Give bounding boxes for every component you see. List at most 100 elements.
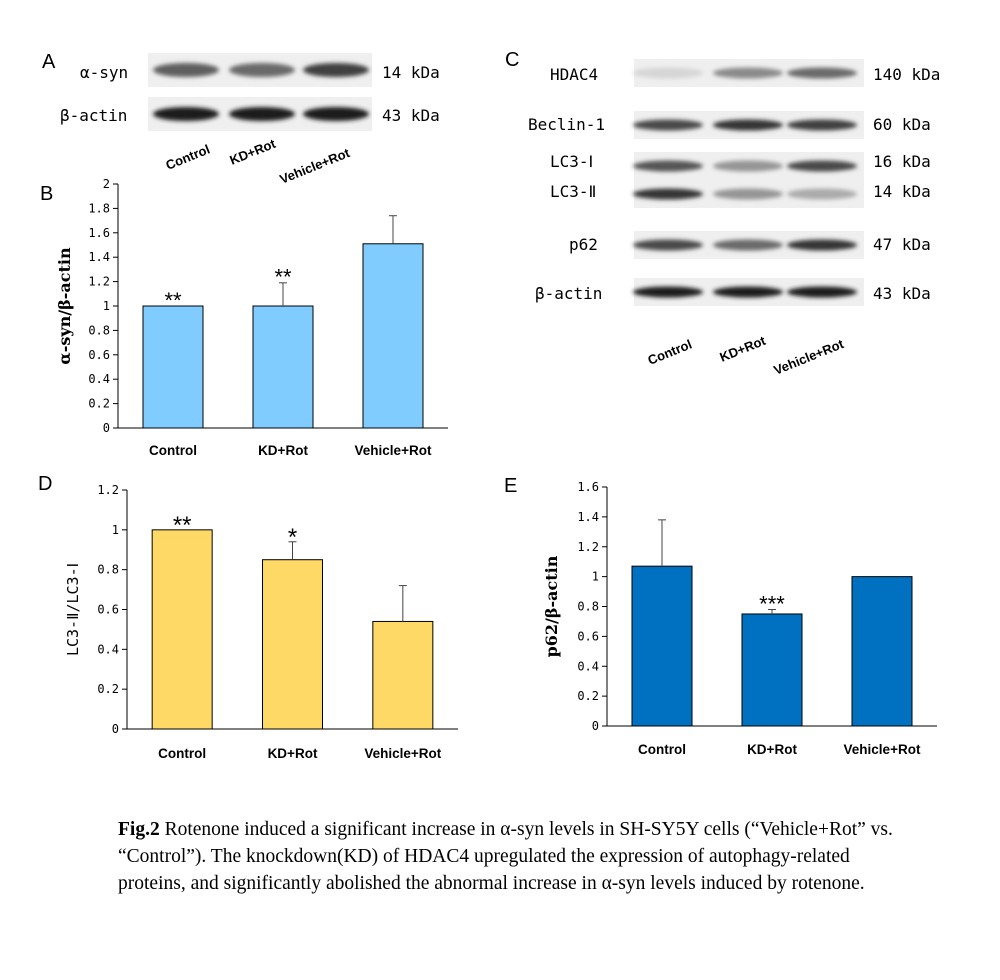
panel-letter-d: D (38, 473, 52, 495)
blot-c-size-lc3-i: 16 kDa (873, 152, 931, 171)
chart-b-ytick-label-10: 2 (103, 177, 110, 191)
blot-c-band-4-1 (713, 239, 783, 251)
blot-c-label-lc3-i: LC3-Ⅰ (550, 152, 593, 171)
chart-e-ytick-label-0: 0 (592, 719, 599, 733)
chart-b-ytick-label-6: 1.2 (88, 275, 110, 289)
chart-e-bar-1 (741, 613, 803, 727)
chart-e-bar-0 (631, 565, 693, 727)
blot-c-size-p62: 47 kDa (873, 235, 931, 254)
blot-c-bands (633, 67, 857, 298)
chart-d-ytick-label-1: 0.2 (97, 682, 119, 696)
chart-e-ytick-label-5: 1 (592, 570, 599, 584)
chart-e-ytick-label-8: 1.6 (577, 480, 599, 494)
blot-c-band-5-0 (633, 286, 703, 298)
chart-d-category-label-1: KD+Rot (268, 746, 318, 761)
caption-lead: Fig.2 (118, 819, 160, 840)
chart-d-category-label-2: Vehicle+Rot (364, 746, 441, 761)
chart-b-ytick-label-8: 1.6 (88, 226, 110, 240)
blot-c-size-beta-actin: 43 kDa (873, 284, 931, 303)
chart-b-bar-1 (252, 305, 314, 429)
blot-c-band-0-2 (787, 67, 857, 79)
bar-chart-e: 0 0.2 0.4 0.6 0.8 1 1.2 1.4 1.6 Control *** KD+Rot V… (542, 480, 937, 757)
chart-e-y-axis-label: p62/β-actin (542, 555, 561, 657)
blot-a-label-beta-actin: β-actin (60, 106, 127, 125)
blot-c-band-2-1 (713, 160, 783, 172)
blot-c-size-beclin1: 60 kDa (873, 115, 931, 134)
chart-d-ytick-label-6: 1.2 (97, 483, 119, 497)
blot-a-label-alpha-syn: α-syn (80, 63, 128, 82)
blot-c-band-1-1 (713, 119, 783, 131)
chart-d-ytick-label-4: 0.8 (97, 563, 119, 577)
panel-letter-c: C (505, 49, 519, 71)
blot-c-band-0-1 (713, 67, 783, 79)
chart-e-category-label-1: KD+Rot (747, 742, 797, 757)
chart-d-ytick-label-2: 0.4 (97, 642, 119, 656)
blot-a-band-1-1 (229, 107, 295, 121)
chart-e-ytick-label-4: 0.8 (577, 600, 599, 614)
blot-c-size-lc3-ii: 14 kDa (873, 182, 931, 201)
blot-c-membrane (634, 59, 864, 306)
chart-d-y-axis-label: LC3-Ⅱ/LC3-Ⅰ (64, 563, 82, 656)
chart-e-ytick-label-6: 1.2 (577, 540, 599, 554)
panel-letter-e: E (504, 475, 517, 497)
blot-c-band-2-0 (633, 160, 703, 172)
blot-a-band-1-2 (303, 107, 369, 121)
caption-text: Rotenone induced a significant increase … (118, 819, 893, 894)
chart-e-category-label-2: Vehicle+Rot (844, 742, 921, 757)
chart-b-bar-2 (362, 243, 424, 429)
chart-b-category-label-0: Control (149, 443, 197, 458)
chart-b-bar-0 (142, 305, 204, 429)
blot-c-band-4-2 (787, 239, 857, 251)
bar-chart-b: 0 0.2 0.4 0.6 0.8 1 1.2 1.4 1.6 1.8 2 ** Control ** KD… (55, 177, 448, 458)
chart-b-ytick-label-1: 0.2 (88, 397, 110, 411)
blot-c-lane-control: Control (646, 337, 694, 368)
chart-b-ytick-label-7: 1.4 (88, 250, 110, 264)
bar-chart-d: 0 0.2 0.4 0.6 0.8 1 1.2 ** Control * KD+Rot Vehicle… (64, 483, 458, 761)
chart-d-bar-0 (151, 529, 213, 730)
blot-c-band-5-2 (787, 286, 857, 298)
blot-a-size-beta-actin: 43 kDa (382, 106, 440, 125)
blot-a-band-0-2 (303, 63, 369, 77)
blot-panel-a: α-syn β-actin 14 kDa 43 kDa Control KD+R… (60, 53, 440, 187)
chart-d-ytick-label-0: 0 (112, 722, 119, 736)
blot-a-size-alpha-syn: 14 kDa (382, 63, 440, 82)
chart-b-significance-1: ** (274, 265, 292, 290)
chart-b-ytick-label-9: 1.8 (88, 201, 110, 215)
chart-e-ytick-label-1: 0.2 (577, 689, 599, 703)
chart-b-ytick-label-2: 0.4 (88, 372, 110, 386)
blot-a-lane-kd-rot: KD+Rot (228, 136, 279, 168)
blot-a-bands (153, 63, 369, 121)
blot-c-band-2-2 (787, 160, 857, 172)
blot-a-band-1-0 (153, 107, 219, 121)
chart-b-y-axis-label: α-syn/β-actin (55, 247, 74, 365)
blot-c-label-beta-actin: β-actin (535, 284, 602, 303)
chart-d-significance-0: ** (173, 512, 192, 539)
blot-c-band-5-1 (713, 286, 783, 298)
chart-d-bar-1 (262, 559, 323, 730)
chart-b-category-label-1: KD+Rot (258, 443, 308, 458)
blot-c-lane-kd-rot: KD+Rot (718, 333, 769, 365)
blot-c-band-3-1 (713, 188, 783, 200)
blot-c-label-hdac4: HDAC4 (550, 65, 598, 84)
figure-caption: Fig.2 Rotenone induced a significant inc… (118, 816, 918, 897)
chart-d-significance-1: * (288, 524, 297, 551)
chart-d-category-label-0: Control (158, 746, 206, 761)
blot-a-lane-vehicle-rot: Vehicle+Rot (278, 145, 353, 187)
panel-letter-b: B (40, 183, 53, 205)
blot-a-lane-control: Control (164, 142, 212, 173)
panel-letter-a: A (42, 51, 56, 73)
blot-c-band-0-0 (633, 67, 703, 79)
chart-e-ytick-label-3: 0.6 (577, 629, 599, 643)
blot-c-size-hdac4: 140 kDa (873, 65, 940, 84)
blot-a-band-0-0 (153, 63, 219, 77)
chart-b-ytick-label-0: 0 (103, 421, 110, 435)
chart-d-bar-2 (372, 620, 434, 730)
blot-panel-c: HDAC4 Beclin-1 LC3-Ⅰ LC3-Ⅱ p62 β-actin 1… (528, 59, 940, 378)
blot-c-band-3-2 (787, 188, 857, 200)
blot-c-label-lc3-ii: LC3-Ⅱ (550, 182, 596, 201)
chart-e-category-label-0: Control (638, 742, 686, 757)
figure-canvas: A B C D E α-syn β-actin 14 kDa 43 kDa Co… (38, 49, 940, 761)
chart-e-significance-1: *** (759, 591, 785, 616)
blot-c-label-p62: p62 (569, 235, 598, 254)
chart-b-significance-0: ** (164, 288, 182, 313)
